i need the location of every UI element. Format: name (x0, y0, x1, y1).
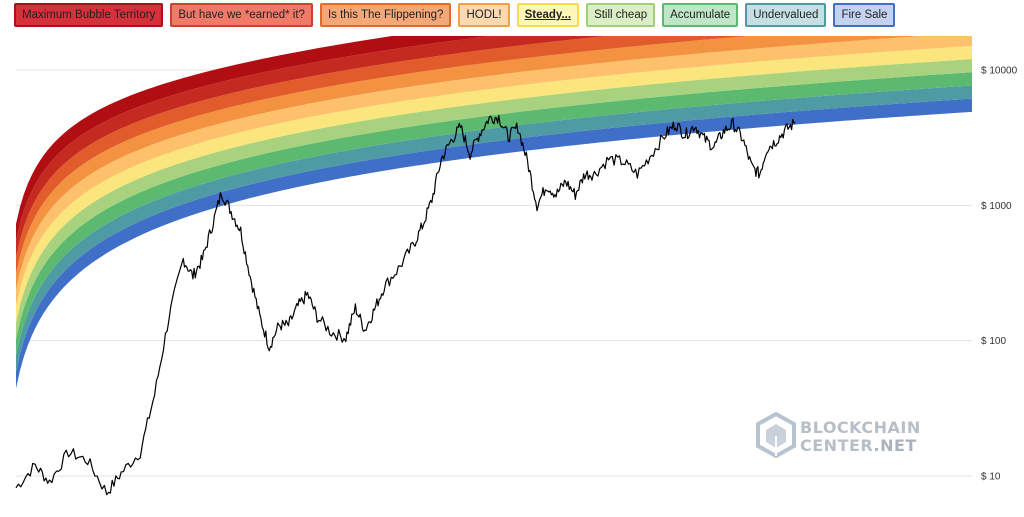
blockchain-cube-icon (756, 411, 796, 459)
y-tick-label: $ 10000 (981, 66, 1018, 77)
watermark-text-center: CENTER (800, 436, 874, 455)
rainbow-band-7 (16, 36, 972, 274)
legend-button-4[interactable]: Steady... (516, 3, 580, 27)
band-legend: Maximum Bubble Territory But have we *ear… (14, 3, 896, 29)
legend-button-0[interactable]: Maximum Bubble Territory (14, 3, 164, 27)
legend-button-8[interactable]: Fire Sale (833, 3, 896, 27)
price-line (15, 114, 796, 496)
legend-button-2[interactable]: Is this The Flippening? (319, 3, 452, 27)
watermark-text-line1: BLOCKCHAIN (800, 418, 921, 437)
watermark-logo: BLOCKCHAIN CENTER.NET (756, 411, 926, 460)
y-tick-label: $ 1000 (981, 201, 1012, 212)
legend-button-7[interactable]: Undervalued (745, 3, 827, 27)
watermark-text-line2: CENTER.NET (800, 436, 917, 455)
y-axis: $ 10 $ 100 $ 1000 $ 10000 (981, 66, 1018, 483)
watermark-text-net: .NET (873, 436, 917, 455)
price-line-layer (15, 114, 796, 496)
y-tick-label: $ 100 (981, 336, 1006, 347)
legend-button-5[interactable]: Still cheap (586, 3, 656, 27)
legend-button-3[interactable]: HODL! (458, 3, 510, 27)
legend-button-6[interactable]: Accumulate (662, 3, 739, 27)
rainbow-bands (16, 36, 972, 389)
y-tick-label: $ 10 (981, 472, 1001, 483)
legend-button-1[interactable]: But have we *earned* it? (170, 3, 313, 27)
rainbow-band-4 (16, 45, 972, 323)
